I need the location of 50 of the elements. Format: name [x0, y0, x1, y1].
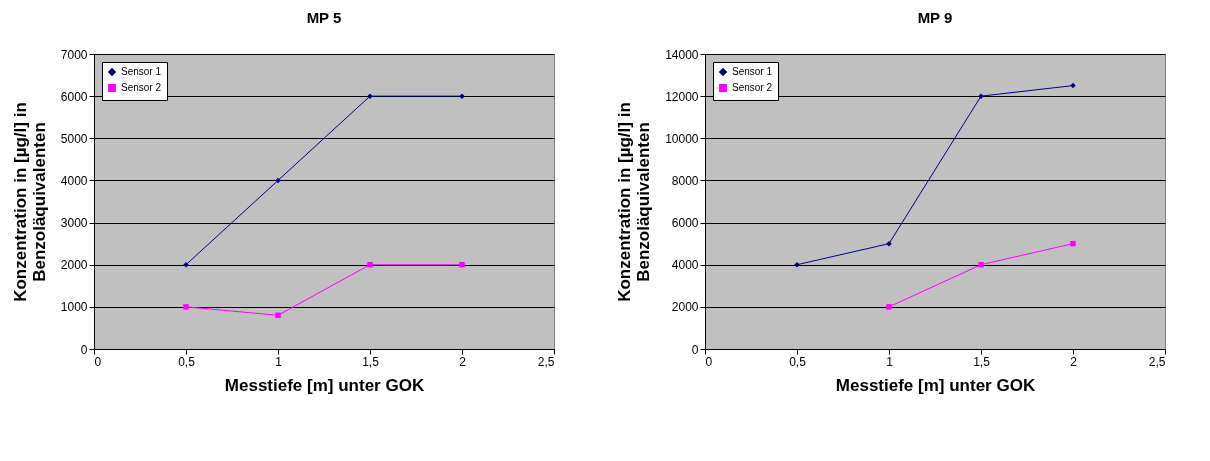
y-tick-label: 4000 — [671, 258, 699, 273]
legend-label: Sensor 1 — [732, 66, 773, 77]
chart-title: MP 9 — [917, 9, 953, 26]
x-tick-label: 0,5 — [178, 354, 196, 369]
x-tick-label: 2,5 — [1148, 354, 1166, 369]
y-tick-label: 4000 — [60, 173, 88, 188]
y-tick-label: 0 — [80, 342, 88, 357]
y-tick-label: 2000 — [671, 300, 699, 315]
x-axis-title: Messtiefe [m] unter GOK — [224, 375, 425, 395]
y-tick-label: 6000 — [60, 89, 88, 104]
x-tick-label: 0 — [705, 354, 713, 369]
point — [978, 261, 984, 268]
point — [1070, 240, 1076, 247]
x-tick-label: 1,5 — [973, 354, 991, 369]
point — [275, 177, 281, 184]
y-tick-label: 5000 — [60, 131, 88, 146]
x-tick-label: 2 — [1070, 354, 1078, 369]
point — [459, 261, 465, 268]
y-tick-label: 7000 — [60, 47, 88, 62]
x-tick-label: 1 — [886, 354, 894, 369]
point — [886, 240, 892, 247]
y-tick-label: 10000 — [665, 131, 699, 146]
x-tick-label: 0 — [94, 354, 102, 369]
y-tick-label: 12000 — [665, 89, 699, 104]
x-tick-label: 0,5 — [789, 354, 807, 369]
legend-label: Sensor 2 — [121, 82, 162, 93]
y-axis-title: Konzentration in [µg/l] in Benzoläquivalenten — [615, 102, 654, 302]
x-tick-label: 1,5 — [362, 354, 380, 369]
y-tick-label: 14000 — [665, 47, 699, 62]
point — [886, 304, 892, 310]
y-tick-label: 2000 — [60, 258, 88, 273]
x-tick-label: 2 — [459, 354, 467, 369]
legend-label: Sensor 1 — [121, 66, 162, 77]
y-tick-label: 1000 — [60, 300, 88, 315]
y-tick-label: 8000 — [671, 173, 699, 188]
y-tick-label: 0 — [691, 342, 699, 357]
point — [367, 261, 373, 268]
x-tick-label: 1 — [275, 354, 283, 369]
chart-title: MP 5 — [306, 9, 342, 26]
y-tick-label: 6000 — [671, 216, 699, 231]
y-tick-label: 3000 — [60, 216, 88, 231]
x-tick-label: 2,5 — [537, 354, 555, 369]
legend-label: Sensor 2 — [732, 82, 773, 93]
point — [183, 261, 189, 268]
point — [794, 261, 800, 268]
point — [275, 312, 281, 319]
point — [183, 304, 189, 310]
point — [1070, 82, 1076, 89]
y-axis-title: Konzentration in [µg/l] in Benzoläquivalenten — [10, 102, 49, 302]
x-axis-title: Messtiefe [m] unter GOK — [835, 375, 1036, 395]
